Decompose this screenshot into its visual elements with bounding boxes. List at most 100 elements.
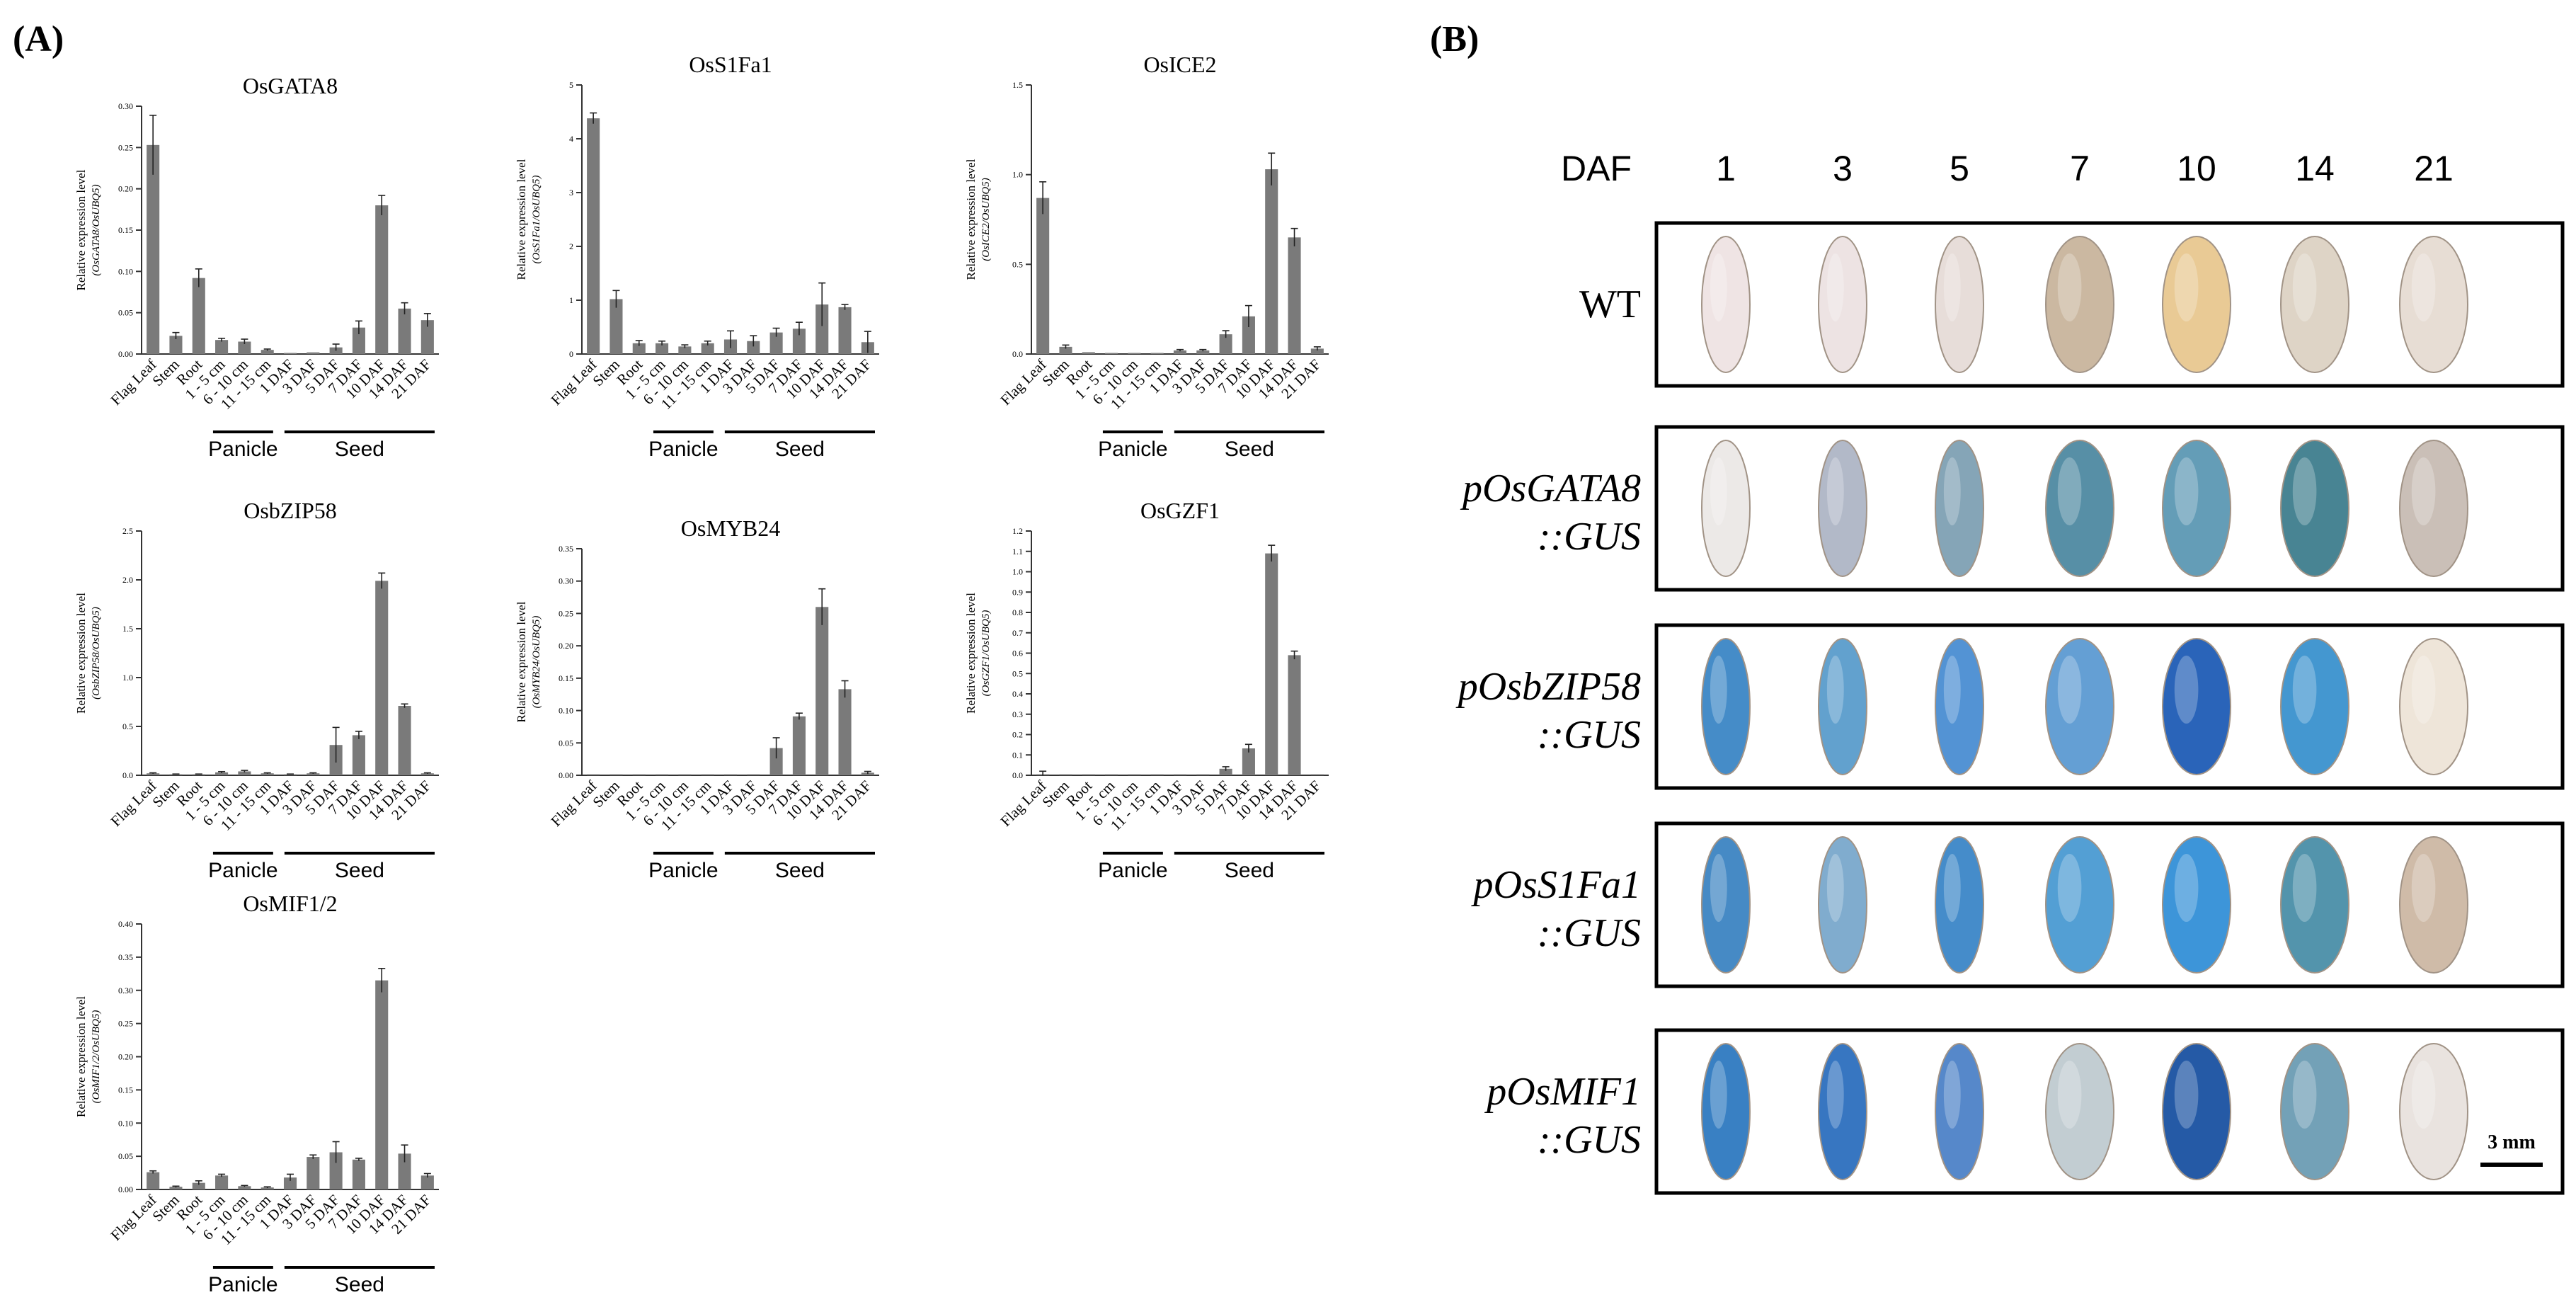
chart-2: OsS1Fa1 0 1 2 3 4 5 Relative expression level (O…: [515, 52, 879, 461]
seed-highlight: [1826, 656, 1844, 724]
bar: [1196, 350, 1210, 354]
seed-image: [2280, 236, 2349, 373]
daf-column-label: 7: [2070, 149, 2090, 188]
row-label-line2: ::GUS: [1538, 911, 1641, 955]
bar: [815, 607, 829, 775]
y-axis-sublabel: (OsbZIP58/OsUBQ5): [91, 607, 102, 700]
daf-column-label: 5: [1950, 149, 1969, 188]
seed-image: [2399, 1043, 2468, 1180]
seed-image: [2162, 440, 2231, 577]
bar: [1265, 553, 1278, 775]
bar: [678, 346, 692, 354]
bar: [1173, 774, 1187, 775]
bar: [261, 350, 274, 354]
daf-column-label: 1: [1716, 149, 1736, 188]
row-label-line2: ::GUS: [1538, 713, 1641, 757]
seed-highlight: [1943, 656, 1961, 724]
seed-image: [2045, 1043, 2114, 1180]
bar: [1265, 169, 1278, 355]
seed-highlight: [1826, 457, 1844, 525]
y-tick-label: 0.35: [118, 952, 133, 962]
y-tick-label: 0.5: [1012, 259, 1023, 269]
chart-7: OsMIF1/2 0.00 0.05 0.10 0.15 0.20 0.25 0.30 0.35…: [74, 891, 439, 1296]
bar: [261, 1187, 274, 1189]
bar: [1310, 348, 1324, 354]
bar: [1219, 334, 1232, 354]
seed-highlight: [2057, 1061, 2082, 1129]
bar: [169, 336, 183, 354]
seed-highlight: [1943, 1061, 1961, 1129]
bar: [283, 1177, 297, 1189]
y-tick-label: 0.05: [559, 738, 573, 748]
row-label-line2: ::GUS: [1538, 515, 1641, 559]
daf-column-label: 10: [2177, 149, 2216, 188]
seed-highlight: [2057, 656, 2082, 724]
y-tick-label: 0.25: [118, 142, 133, 152]
y-tick-label: 0.15: [118, 1085, 133, 1095]
seed-group-label: Seed: [335, 1273, 384, 1296]
seed-image: [1701, 1043, 1751, 1180]
y-tick-label: 2.5: [122, 526, 133, 536]
seed-highlight: [2174, 253, 2199, 321]
y-tick-label: 0.2: [1012, 730, 1023, 740]
seed-image: [1818, 1043, 1867, 1180]
bar: [587, 118, 600, 354]
y-tick-label: 0.05: [118, 308, 133, 318]
y-tick-label: 0.30: [559, 576, 573, 586]
y-tick-label: 0.15: [118, 225, 133, 235]
y-tick-label: 0.10: [118, 1118, 133, 1128]
y-tick-label: 1.0: [122, 673, 133, 683]
y-tick-label: 1.5: [122, 624, 133, 634]
seed-highlight: [2174, 656, 2199, 724]
bar: [147, 773, 160, 775]
chart-6: OsGZF1 0.0 0.1 0.2 0.3 0.4 0.5 0.6 0.7 0.8 0.9 1.0 1…: [964, 498, 1329, 882]
y-tick-label: 0.35: [559, 544, 573, 554]
chart-title: OsMYB24: [681, 515, 780, 541]
bar: [329, 1152, 343, 1189]
bar: [609, 774, 623, 775]
y-axis-sublabel: (OsGZF1/OsUBQ5): [980, 610, 992, 697]
y-tick-label: 0.10: [118, 266, 133, 276]
daf-column-label: 21: [2414, 149, 2454, 188]
panicle-group-label: Panicle: [648, 438, 718, 461]
bar: [215, 340, 229, 354]
y-axis-sublabel: (OsICE2/OsUBQ5): [980, 178, 992, 261]
seed-highlight: [2174, 854, 2199, 922]
x-tick-label: Flag Leaf: [547, 356, 600, 409]
bar: [238, 341, 251, 354]
y-tick-label: 0.00: [118, 349, 133, 359]
seed-image: [1701, 440, 1751, 577]
bar: [1150, 774, 1164, 775]
bar: [238, 1186, 251, 1189]
bar: [1105, 353, 1118, 354]
bar: [1173, 350, 1187, 354]
y-tick-label: 0.00: [118, 1185, 133, 1194]
bar: [192, 278, 205, 354]
seed-image: [2399, 236, 2468, 373]
chart-title: OsICE2: [1143, 52, 1216, 77]
seed-highlight: [1710, 1061, 1727, 1129]
y-tick-label: 0.30: [118, 101, 133, 111]
y-tick-label: 5: [569, 80, 573, 90]
y-axis-label: Relative expression level: [74, 593, 88, 714]
seed-image: [2162, 1043, 2231, 1180]
chart-title: OsMIF1/2: [243, 891, 337, 916]
y-axis-label: Relative expression level: [964, 159, 978, 280]
y-tick-label: 0.0: [1012, 349, 1023, 359]
bar: [838, 689, 852, 775]
y-tick-label: 0.5: [122, 721, 133, 731]
seed-highlight: [1710, 854, 1727, 922]
bar: [420, 773, 434, 775]
x-tick-label: Flag Leaf: [107, 1192, 159, 1244]
bar: [792, 716, 806, 775]
seed-highlight: [2292, 253, 2317, 321]
y-tick-label: 0.7: [1012, 628, 1023, 638]
seed-group-label: Seed: [775, 438, 825, 461]
bar: [215, 772, 229, 775]
bar: [747, 774, 760, 775]
y-tick-label: 0.1: [1012, 750, 1023, 760]
bar: [1128, 774, 1141, 775]
seed-image: [1935, 836, 1984, 974]
panicle-group-label: Panicle: [648, 859, 718, 882]
y-tick-label: 0.00: [559, 770, 573, 780]
